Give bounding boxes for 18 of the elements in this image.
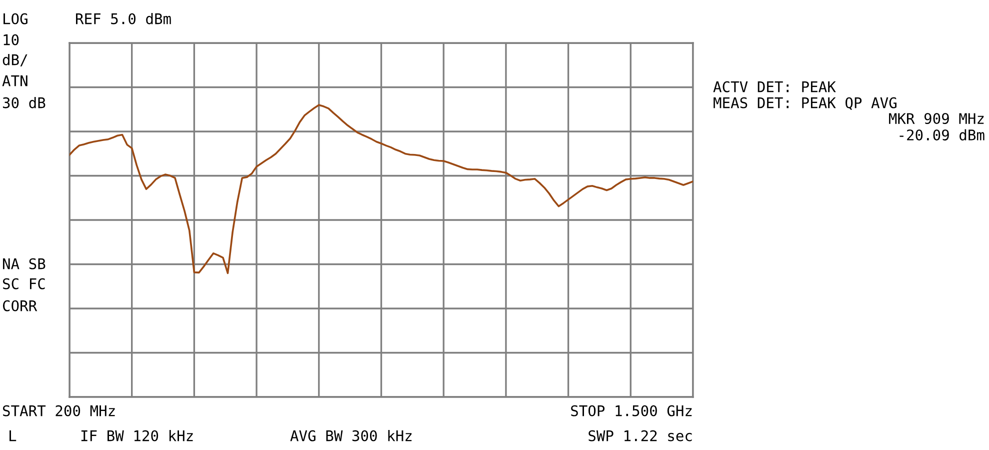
chart-title: REF 5.0 dBm xyxy=(76,12,171,24)
text: dB/ xyxy=(2,54,28,66)
text: MKR 909 MHz -20.09 dBm xyxy=(889,113,984,140)
text: CORR xyxy=(2,300,38,312)
text: L xyxy=(10,430,16,442)
text: 30 dB xyxy=(2,96,46,108)
text: STOP 1.500 GHz xyxy=(571,405,692,416)
text: ATN xyxy=(2,75,28,86)
text: IF BW 120 kHz xyxy=(81,430,193,442)
text: AVG BW 300 kHz xyxy=(290,430,412,442)
text: SC FC xyxy=(2,278,45,290)
text: 10 xyxy=(4,34,19,46)
text: START 200 MHz xyxy=(2,405,115,416)
text: ACTV DET: PEAK xyxy=(713,81,836,92)
text: NA SB xyxy=(2,258,46,270)
text: LOG xyxy=(4,13,28,24)
text: SWP 1.22 sec xyxy=(588,430,692,442)
text: MEAS DET: PEAK QP AVG xyxy=(714,97,896,110)
